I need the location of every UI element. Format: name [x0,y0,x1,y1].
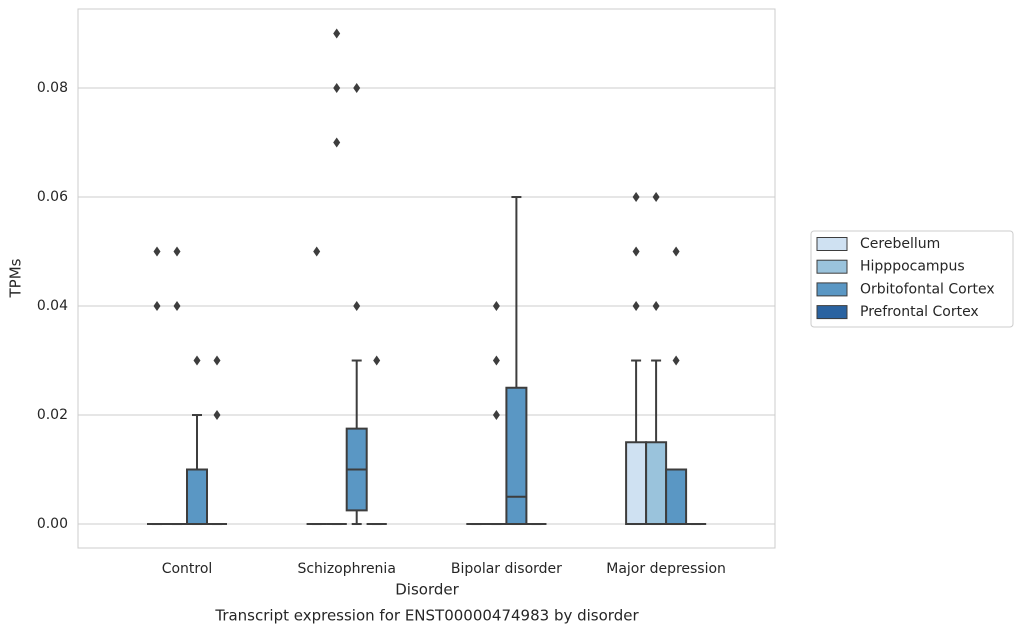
outlier [632,246,640,257]
outlier [193,355,201,366]
box [665,468,688,526]
outlier [313,246,321,257]
outlier [213,410,221,421]
legend-swatch [816,282,848,297]
outlier [153,301,161,312]
legend-box [810,230,1014,328]
outlier [173,301,181,312]
x-tick-label: Schizophrenia [297,561,395,577]
legend-label: Prefrontal Cortex [860,304,979,320]
outlier [173,246,181,257]
legend-swatch [816,259,848,274]
legend-swatch [816,237,848,251]
outlier [632,192,640,203]
outlier [153,246,161,257]
box [625,441,648,526]
outlier [492,410,500,421]
x-axis-label: Disorder [395,581,459,599]
y-tick-label: 0.04 [37,298,68,314]
box [505,386,528,526]
outlier [333,28,341,39]
y-tick-label: 0.08 [37,80,68,96]
outlier [213,355,221,366]
legend-label: Orbitofontal Cortex [860,281,995,297]
outlier [672,246,680,257]
legend-label: Hipppocampus [860,259,965,275]
y-tick-label: 0.00 [37,516,68,532]
plot-frame [77,8,776,549]
outlier [492,355,500,366]
outlier [353,83,361,94]
outlier [333,137,341,148]
outlier [652,192,660,203]
outlier [373,355,381,366]
legend-swatch [816,305,848,320]
box [645,441,668,526]
box [186,468,208,526]
x-tick-label: Bipolar disorder [451,561,562,577]
y-axis-label: TPMs [7,258,25,298]
x-tick-label: Control [162,561,213,577]
outlier [333,83,341,94]
y-tick-label: 0.06 [37,189,68,205]
outlier [652,301,660,312]
outlier [632,301,640,312]
x-tick-label: Major depression [606,561,726,577]
y-tick-label: 0.02 [37,407,68,423]
outlier [353,301,361,312]
chart-title: Transcript expression for ENST0000047498… [214,607,639,625]
legend-label: Cerebellum [860,236,940,252]
outlier [492,301,500,312]
outlier [672,355,680,366]
